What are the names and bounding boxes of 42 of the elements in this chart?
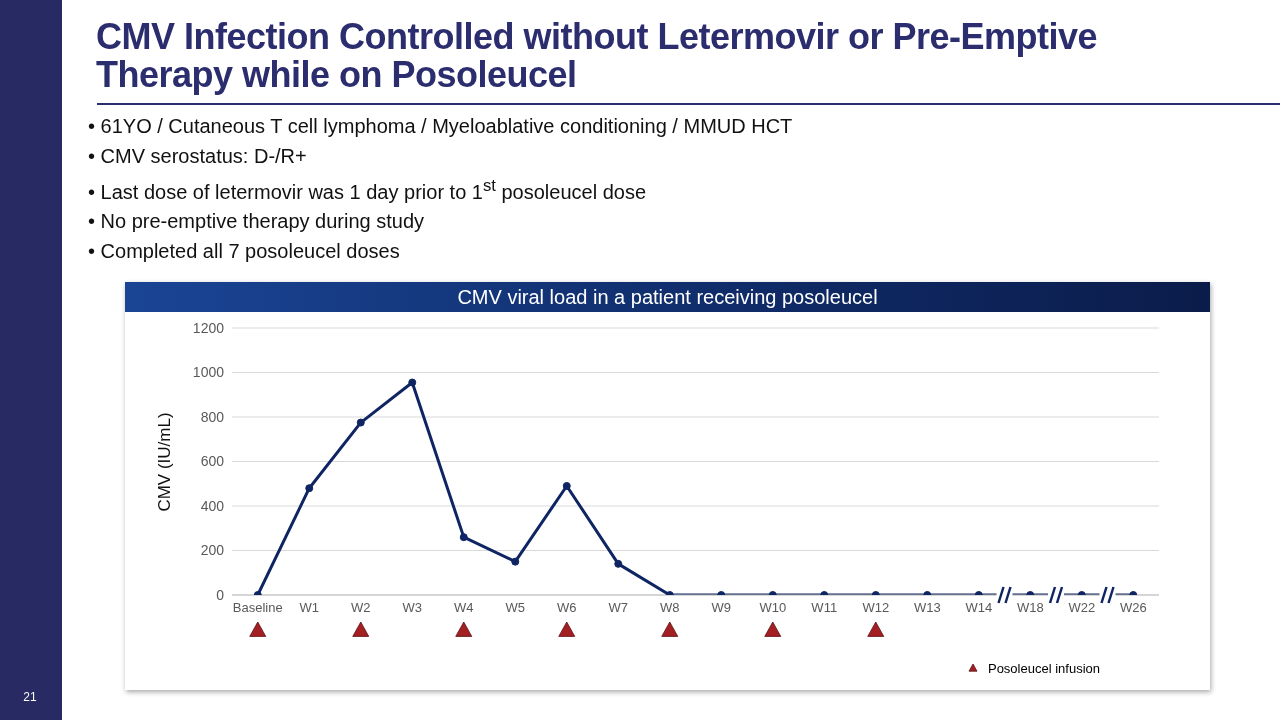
x-tick-label: W2 — [351, 600, 371, 616]
y-axis-title: CMV (IU/mL) — [155, 412, 175, 512]
x-tick-label: W26 — [1119, 600, 1147, 616]
x-tick-label: W18 — [1016, 600, 1044, 616]
y-tick-label: 0 — [216, 586, 225, 603]
text: • Last dose of letermovir was 1 day prior to 1$^{st}$ posoleucel dose — [88, 175, 648, 205]
text: • 61YO / Cutaneous T cell lymphoma / Myeloablative conditioning / MMUD HCT — [88, 114, 793, 139]
x-tick-label: W4 — [454, 600, 474, 616]
x-tick-label: W22 — [1068, 600, 1096, 616]
x-tick-label: W11 — [811, 600, 838, 616]
x-tick-label: W1 — [299, 600, 319, 616]
point — [408, 378, 417, 387]
point — [305, 484, 314, 493]
point — [356, 418, 365, 427]
y-tick-label: 800 — [200, 408, 225, 425]
x-tick-label: W12 — [862, 600, 890, 616]
x-tick-label: W7 — [608, 600, 628, 616]
x-tick-label: W5 — [505, 600, 525, 616]
point — [459, 533, 468, 542]
x-tick-label: W6 — [557, 600, 577, 616]
point — [562, 481, 571, 490]
x-tick-label: W8 — [660, 600, 680, 616]
text: • No pre-emptive therapy during study — [88, 209, 426, 235]
y-tick-label: 1000 — [192, 364, 225, 381]
y-tick-label: 200 — [200, 542, 225, 559]
legend-label: Posoleucel infusion — [987, 660, 1100, 676]
x-tick-label: W3 — [402, 600, 422, 616]
text: • CMV serostatus: D-/R+ — [88, 143, 308, 169]
x-tick-label: W13 — [913, 600, 941, 616]
text: • Completed all 7 posoleucel doses — [88, 238, 401, 264]
chart-title: CMV Infection Controlled without Letermovir or Pre-Emptive Therapy while on Posoleucel — [96, 16, 1099, 95]
y-tick-label: 400 — [200, 497, 225, 514]
x-tick-label: W9 — [711, 600, 731, 616]
y-tick-label: 1200 — [192, 319, 225, 336]
x-tick-label: W14 — [965, 600, 993, 616]
point — [614, 559, 623, 568]
x-tick-label: Baseline — [232, 600, 283, 616]
point — [511, 557, 520, 566]
chart-subtitle: CMV viral load in a patient receiving posoleucel — [125, 282, 1210, 312]
x-tick-label: W10 — [759, 600, 787, 616]
text: 21 — [23, 690, 37, 704]
y-tick-label: 600 — [200, 453, 225, 470]
